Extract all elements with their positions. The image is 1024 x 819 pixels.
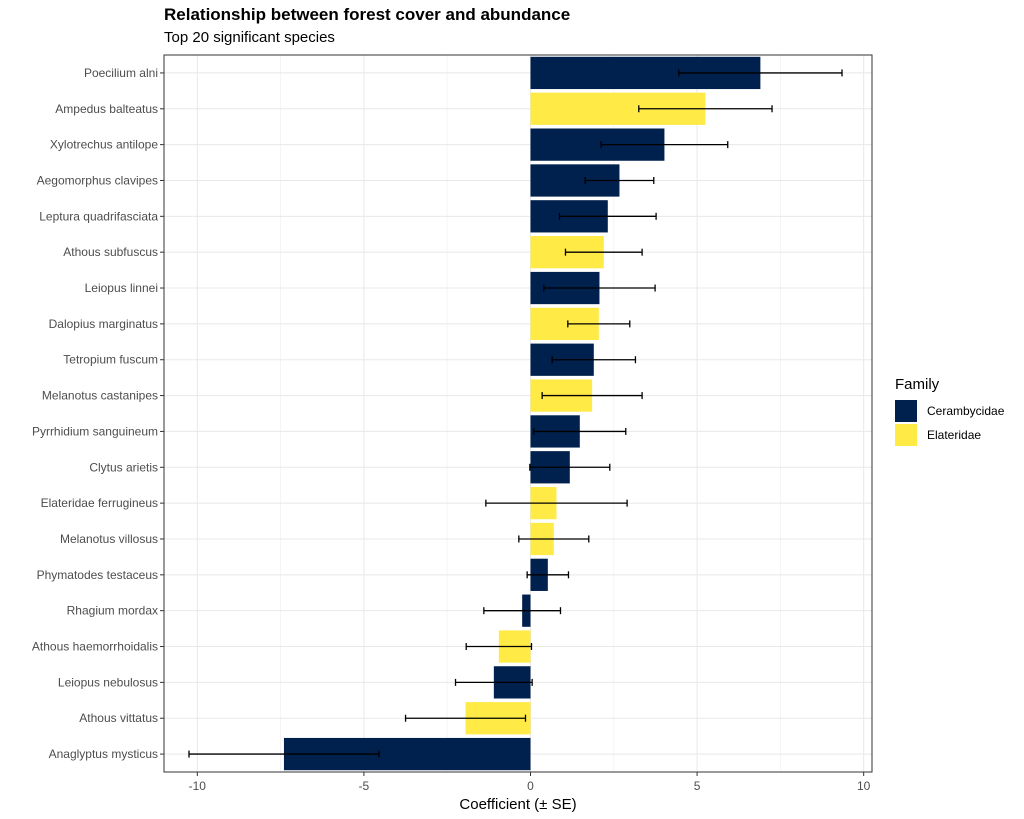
y-tick-label: Poecilium alni	[84, 66, 158, 80]
y-tick-label: Elateridae ferrugineus	[41, 496, 158, 510]
x-tick-label: 0	[527, 779, 534, 793]
y-tick-label: Phymatodes testaceus	[37, 568, 158, 582]
legend: Family Cerambycidae Elateridae	[895, 376, 1004, 447]
y-tick-label: Pyrrhidium sanguineum	[32, 424, 158, 438]
x-tick-label: 5	[694, 779, 701, 793]
y-tick-label: Tetropium fuscum	[63, 353, 158, 367]
legend-title: Family	[895, 376, 940, 393]
y-tick-label: Xylotrechus antilope	[50, 138, 158, 152]
legend-swatch-cerambycidae	[895, 400, 917, 422]
legend-label-cerambycidae: Cerambycidae	[927, 404, 1005, 418]
x-tick-label: 10	[857, 779, 871, 793]
chart-subtitle: Top 20 significant species	[164, 29, 335, 46]
y-tick-label: Dalopius marginatus	[49, 317, 158, 331]
y-tick-label: Leiopus nebulosus	[58, 675, 158, 689]
y-tick-label: Anaglyptus mysticus	[49, 747, 158, 761]
y-tick-label: Athous haemorrhoidalis	[32, 640, 158, 654]
legend-swatch-elateridae	[895, 424, 917, 446]
x-axis-title: Coefficient (± SE)	[459, 796, 576, 813]
chart-title: Relationship between forest cover and ab…	[164, 5, 571, 24]
legend-item-cerambycidae: Cerambycidae	[895, 399, 1004, 423]
plot-panel	[164, 55, 872, 772]
y-tick-label: Melanotus castanipes	[42, 389, 158, 403]
y-tick-label: Ampedus balteatus	[55, 102, 158, 116]
y-tick-label: Rhagium mordax	[67, 604, 158, 618]
legend-item-elateridae: Elateridae	[895, 423, 1004, 447]
legend-label-elateridae: Elateridae	[927, 428, 982, 442]
y-tick-label: Leiopus linnei	[85, 281, 158, 295]
y-tick-label: Athous vittatus	[79, 711, 158, 725]
plot-border	[163, 54, 873, 773]
y-tick-label: Athous subfuscus	[63, 245, 158, 259]
x-tick-label: -10	[189, 779, 207, 793]
y-tick-label: Melanotus villosus	[60, 532, 158, 546]
y-tick-label: Clytus arietis	[89, 460, 158, 474]
y-tick-label: Leptura quadrifasciata	[39, 209, 158, 223]
x-tick-label: -5	[359, 779, 370, 793]
y-tick-label: Aegomorphus clavipes	[37, 173, 158, 187]
